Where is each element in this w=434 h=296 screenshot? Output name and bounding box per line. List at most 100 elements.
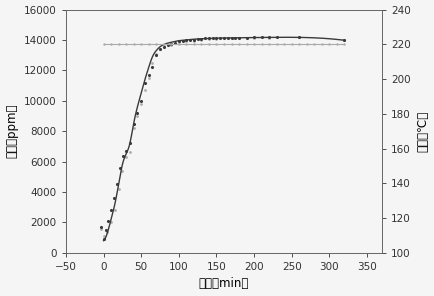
Point <box>273 35 279 39</box>
Point <box>130 126 137 131</box>
Point <box>118 168 125 173</box>
Point <box>197 42 204 47</box>
Point <box>107 42 114 47</box>
Point <box>141 88 148 93</box>
Point <box>310 42 317 47</box>
Point <box>190 37 197 42</box>
Point <box>168 42 174 47</box>
Point <box>224 36 231 40</box>
Point <box>145 73 152 77</box>
Point <box>126 141 133 146</box>
Point <box>205 37 212 41</box>
Point <box>175 42 182 47</box>
Point <box>295 42 302 47</box>
Point <box>145 75 152 80</box>
Point <box>340 38 347 43</box>
Point <box>138 102 145 106</box>
Point <box>182 38 189 43</box>
Point <box>107 208 114 213</box>
Point <box>134 111 141 115</box>
Y-axis label: 温度（℃）: 温度（℃） <box>415 111 428 152</box>
Point <box>134 114 141 118</box>
Point <box>122 155 129 160</box>
Point <box>265 42 272 47</box>
Point <box>100 237 107 242</box>
Point <box>111 208 118 213</box>
Point <box>175 40 182 45</box>
Point <box>243 42 250 47</box>
Point <box>194 37 201 41</box>
Point <box>175 39 182 44</box>
Point <box>138 42 145 47</box>
Point <box>205 36 212 41</box>
Point <box>243 35 250 40</box>
Point <box>107 220 114 225</box>
Point <box>190 42 197 47</box>
Point <box>220 36 227 40</box>
Point <box>122 149 129 153</box>
X-axis label: 时间（min）: 时间（min） <box>198 277 249 290</box>
Point <box>110 196 117 200</box>
Point <box>213 42 220 47</box>
Point <box>227 36 234 40</box>
Point <box>104 229 111 234</box>
Point <box>116 165 123 170</box>
Point <box>102 228 109 232</box>
Point <box>160 44 167 49</box>
Point <box>100 234 107 239</box>
Point <box>340 38 347 43</box>
Point <box>288 42 295 47</box>
Point <box>156 47 163 52</box>
Point <box>152 42 159 47</box>
Point <box>149 65 156 70</box>
Point <box>115 186 122 191</box>
Point <box>250 42 257 47</box>
Point <box>104 218 111 223</box>
Point <box>201 36 208 41</box>
Point <box>182 39 189 44</box>
Point <box>126 150 133 155</box>
Point <box>100 42 107 47</box>
Point <box>179 38 186 43</box>
Point <box>213 36 220 41</box>
Point <box>295 35 302 40</box>
Point <box>197 38 204 42</box>
Point <box>213 36 220 40</box>
Point <box>257 42 264 47</box>
Point <box>152 53 159 57</box>
Point <box>130 121 137 126</box>
Point <box>325 42 332 47</box>
Point <box>280 42 287 47</box>
Point <box>98 225 105 229</box>
Point <box>156 47 163 52</box>
Point <box>119 153 126 158</box>
Point <box>149 60 156 65</box>
Point <box>273 42 279 47</box>
Point <box>160 42 167 47</box>
Point <box>265 35 272 40</box>
Point <box>220 36 227 41</box>
Point <box>231 35 238 40</box>
Point <box>227 35 234 40</box>
Point <box>220 42 227 47</box>
Point <box>138 99 145 103</box>
Point <box>265 35 272 40</box>
Point <box>235 36 242 40</box>
Y-axis label: 浓度（ppm）: 浓度（ppm） <box>6 104 19 158</box>
Point <box>122 42 129 47</box>
Point <box>318 42 325 47</box>
Point <box>340 42 347 47</box>
Point <box>257 35 264 40</box>
Point <box>182 42 189 47</box>
Point <box>295 35 302 40</box>
Point <box>113 182 120 187</box>
Point <box>235 35 242 40</box>
Point <box>235 42 242 47</box>
Point <box>216 36 223 40</box>
Point <box>98 226 105 231</box>
Point <box>160 44 167 49</box>
Point <box>227 42 234 47</box>
Point <box>250 35 257 40</box>
Point <box>186 38 193 42</box>
Point <box>164 43 171 48</box>
